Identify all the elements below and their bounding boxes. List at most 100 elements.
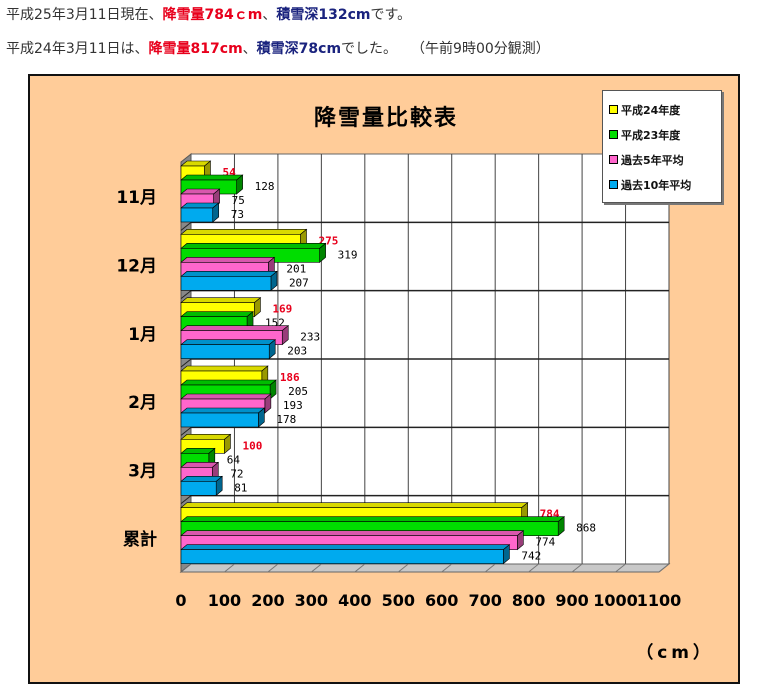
bar-top bbox=[180, 271, 278, 277]
bar-top bbox=[180, 311, 254, 317]
bar-top bbox=[180, 174, 244, 181]
data-label: 193 bbox=[283, 399, 303, 412]
bar-top bbox=[180, 365, 269, 372]
floor-gridline bbox=[484, 563, 496, 573]
floor-gridline bbox=[267, 563, 279, 573]
bar-top bbox=[180, 434, 232, 440]
floor-gridline bbox=[397, 563, 409, 573]
legend-swatch bbox=[609, 155, 618, 164]
data-label: 319 bbox=[338, 248, 358, 261]
bar bbox=[180, 412, 259, 428]
data-label: 81 bbox=[234, 481, 247, 494]
snowfall-chart: 0 100 200 300 400 500 600 700 800 900 1000 1100 11月 1… bbox=[28, 74, 740, 684]
data-label: 128 bbox=[255, 180, 275, 193]
data-label: 186 bbox=[280, 371, 300, 384]
x-tick-label: 400 bbox=[338, 591, 371, 610]
current-date-text: 平成25年3月11日現在、 bbox=[6, 7, 163, 23]
category-label: 2月 bbox=[128, 393, 157, 413]
bar-top bbox=[180, 530, 525, 536]
data-label: 169 bbox=[272, 303, 292, 316]
last-year-suffix: でした。 （午前9時00分観測） bbox=[341, 41, 550, 57]
floor-gridline bbox=[528, 563, 539, 573]
x-tick-label: 600 bbox=[425, 591, 458, 610]
data-label: 73 bbox=[231, 208, 244, 221]
category-label: 累計 bbox=[123, 529, 157, 550]
data-label: 868 bbox=[576, 522, 596, 535]
category-label: 3月 bbox=[128, 462, 157, 482]
x-tick-label: 800 bbox=[512, 591, 545, 610]
category-label: 12月 bbox=[116, 257, 157, 277]
category-separator-side bbox=[180, 221, 192, 231]
floor-gridline bbox=[354, 563, 366, 573]
separator-1: 、 bbox=[262, 7, 277, 23]
last-year-date-text: 平成24年3月11日は、 bbox=[6, 41, 149, 57]
bar-top bbox=[180, 339, 277, 345]
legend-swatch bbox=[609, 130, 618, 139]
category-separator-side bbox=[180, 426, 192, 436]
legend-label: 平成24年度 bbox=[621, 103, 681, 117]
floor-gridline bbox=[224, 563, 235, 573]
category-separator-side bbox=[180, 290, 192, 300]
legend-item: 平成24年度 bbox=[609, 97, 715, 122]
legend-swatch bbox=[609, 180, 618, 189]
x-tick-label: 0 bbox=[175, 591, 186, 610]
legend-label: 平成23年度 bbox=[621, 128, 681, 142]
legend-label: 過去5年平均 bbox=[621, 153, 684, 167]
last-year-status-line: 平成24年3月11日は、降雪量817cm、積雪深78cmでした。 （午前9時00… bbox=[6, 38, 550, 58]
bar-top bbox=[180, 516, 566, 522]
data-label: 75 bbox=[232, 194, 245, 207]
x-tick-label: 500 bbox=[382, 591, 415, 610]
bar-top bbox=[180, 407, 266, 414]
data-label: 233 bbox=[300, 331, 320, 344]
bar-top bbox=[180, 393, 272, 400]
category-separator-side bbox=[180, 495, 192, 505]
bar-top bbox=[180, 188, 221, 195]
data-label: 774 bbox=[535, 536, 555, 549]
floor-gridline bbox=[311, 563, 322, 573]
bar bbox=[180, 276, 272, 291]
separator-2: 、 bbox=[242, 41, 257, 57]
bar-top bbox=[180, 229, 308, 235]
x-tick-label: 100 bbox=[208, 591, 241, 610]
legend-swatch bbox=[609, 105, 618, 114]
legend-item: 平成23年度 bbox=[609, 122, 715, 147]
data-label: 207 bbox=[289, 276, 309, 289]
x-tick-label: 1000 bbox=[593, 591, 638, 610]
bar-top bbox=[180, 257, 276, 263]
floor-gridline bbox=[615, 563, 626, 573]
bar-top bbox=[180, 476, 224, 482]
current-suffix: です。 bbox=[370, 7, 412, 23]
bar bbox=[180, 344, 270, 359]
floor-gridline bbox=[571, 563, 583, 573]
data-label: 64 bbox=[227, 453, 241, 466]
legend-item: 過去5年平均 bbox=[609, 147, 715, 172]
current-snow-depth: 積雪深132cm bbox=[276, 7, 371, 23]
bar bbox=[180, 481, 217, 496]
bar-top bbox=[180, 462, 220, 468]
data-label: 100 bbox=[242, 439, 262, 452]
legend-label: 過去10年平均 bbox=[621, 178, 692, 192]
chart-legend: 平成24年度 平成23年度 過去5年平均 過去10年平均 bbox=[602, 90, 722, 203]
bar-top bbox=[180, 544, 511, 550]
category-label: 11月 bbox=[116, 188, 157, 208]
floor-gridline bbox=[658, 563, 670, 573]
x-tick-label: 900 bbox=[555, 591, 588, 610]
legend-item: 過去10年平均 bbox=[609, 172, 715, 197]
bar bbox=[180, 549, 504, 564]
floor-gridline bbox=[441, 563, 453, 573]
current-snowfall: 降雪量784ｃm bbox=[162, 7, 263, 23]
data-label: 205 bbox=[288, 385, 308, 398]
category-label: 1月 bbox=[128, 325, 157, 345]
bar-top bbox=[180, 325, 290, 331]
last-year-snow-depth: 積雪深78cm bbox=[256, 41, 342, 57]
x-tick-label: 1100 bbox=[637, 591, 682, 610]
bar-top bbox=[180, 243, 327, 249]
x-tick-label: 700 bbox=[468, 591, 501, 610]
bar-top bbox=[180, 502, 529, 508]
data-label: 201 bbox=[286, 262, 306, 275]
bar-top bbox=[180, 202, 220, 209]
unit-label: （cm） bbox=[636, 643, 714, 663]
bar-top bbox=[180, 297, 262, 303]
bar bbox=[180, 207, 214, 223]
bar-top bbox=[180, 379, 277, 386]
